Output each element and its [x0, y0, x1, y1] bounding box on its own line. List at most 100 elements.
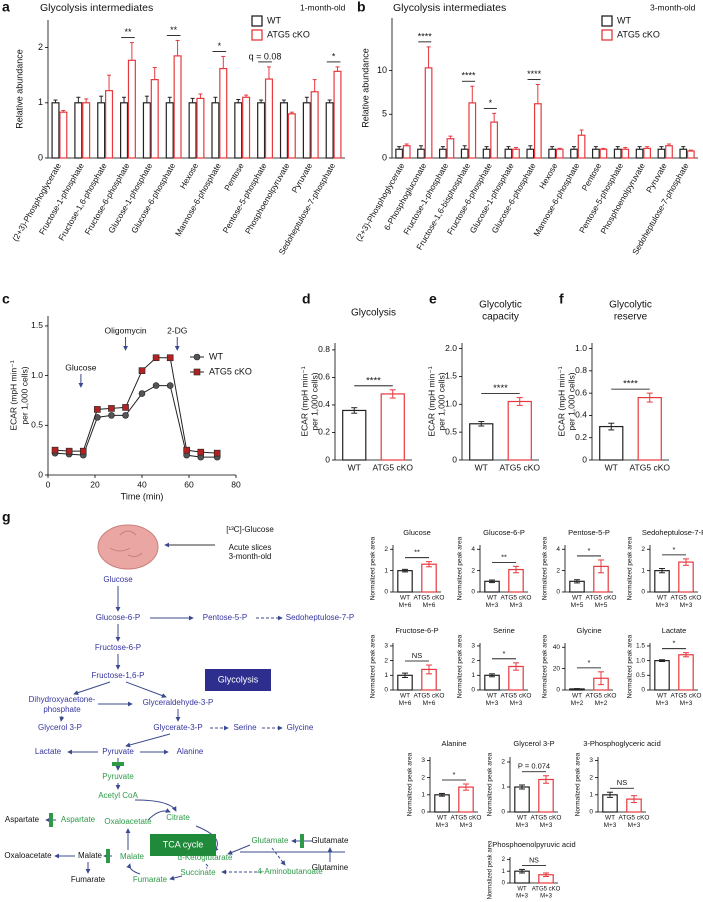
y-tick-label: 0.6 — [575, 387, 587, 397]
x-tick-sublabel: M+2 — [595, 700, 608, 707]
arrow — [59, 715, 65, 722]
x-tick-sublabel: M+2 — [571, 700, 584, 707]
bar — [397, 570, 413, 593]
chart-title: Sedoheptulose-7-P — [642, 528, 703, 537]
pathway-node: Acute slices — [229, 543, 272, 552]
bar — [395, 148, 404, 159]
y-tick-label: 1.0 — [575, 343, 587, 353]
x-tick-label: WT — [400, 693, 410, 700]
y-axis-label: Normalized peak area — [370, 536, 377, 600]
x-tick-label: WT — [400, 595, 410, 602]
y-tick-label: 0.5 — [636, 672, 645, 679]
x-tick-label: ATG5 cKO — [586, 693, 617, 700]
bar — [458, 786, 474, 813]
arrow — [271, 847, 286, 866]
panel-letter: b — [357, 0, 366, 15]
bar — [635, 148, 644, 159]
y-tick-label: 1 — [501, 784, 505, 791]
y-tick-label: 2 — [641, 546, 645, 553]
significance-label: * — [503, 649, 506, 658]
y-tick-label: 0 — [501, 809, 505, 816]
y-tick-label: 0.5 — [31, 420, 43, 430]
panel-letter: c — [2, 291, 10, 307]
bar — [657, 148, 666, 159]
bar — [97, 102, 106, 159]
y-axis-label: per 1,000 cells) — [436, 372, 446, 430]
chart-title: Glycolytic — [609, 300, 652, 311]
bar — [678, 561, 694, 593]
bar — [678, 654, 694, 691]
legend-swatch — [601, 15, 613, 27]
pathway-node: Glycine — [287, 723, 314, 732]
arrow — [147, 808, 171, 821]
x-tick-label: WT — [605, 462, 618, 472]
y-tick-label: 1 — [38, 97, 43, 107]
significance-label: ** — [501, 552, 507, 561]
x-tick-label: 60 — [184, 479, 194, 489]
x-tick-label: Pyruvate — [289, 161, 314, 195]
legend-title: 3-month-old — [650, 2, 696, 12]
significance-label: NS — [617, 778, 627, 787]
significance-label: **** — [366, 375, 381, 386]
brain-fold — [109, 530, 143, 558]
x-tick-label: Hexose — [177, 161, 200, 191]
y-tick-label: 2 — [502, 857, 506, 863]
y-axis-label: Normalized peak area — [457, 536, 464, 600]
x-tick-label: ATG5 cKO — [501, 693, 532, 700]
y-axis-label: Normalized peak area — [575, 752, 582, 816]
y-tick-label: 0.8 — [575, 365, 587, 375]
bar — [333, 70, 342, 159]
significance-label: NS — [529, 857, 539, 864]
x-tick-label: Mannose-6-phosphate — [531, 161, 581, 238]
pathway-box — [205, 669, 271, 691]
y-tick-label: 1.5 — [31, 320, 43, 330]
panel-letter: g — [2, 509, 11, 525]
legend-label: ATG5 cKO — [209, 366, 252, 376]
y-tick-label: 3 — [589, 757, 593, 764]
legend-marker — [193, 368, 201, 376]
y-axis-label: Normalized peak area — [542, 634, 549, 698]
annotation: Oligomycin — [105, 325, 147, 335]
y-axis-label: Normalized peak area — [542, 536, 549, 600]
y-axis-label: per 1,000 cells) — [19, 366, 29, 424]
bar — [665, 145, 673, 159]
pathway-node: 3-month-old — [229, 552, 272, 561]
bar — [257, 102, 266, 159]
significance-label: NS — [412, 651, 422, 660]
x-tick-sublabel: M+3 — [540, 894, 553, 900]
pathway-node: Dihydroxyacetone- — [29, 695, 96, 704]
marker — [197, 448, 205, 456]
pathway-node: Oxaloacetate — [104, 817, 152, 826]
chart-title: Serine — [493, 626, 515, 635]
x-tick-label: ATG5 cKO — [671, 595, 702, 602]
bar — [621, 148, 630, 159]
y-tick-label: 0 — [325, 454, 330, 464]
y-tick-label: 0 — [582, 454, 587, 464]
x-tick-sublabel: M+3 — [628, 822, 641, 829]
y-tick-label: 0 — [384, 589, 388, 596]
pathway-box-label: Glycolysis — [218, 674, 259, 684]
x-tick-label: WT — [657, 693, 667, 700]
x-tick-sublabel: M+6 — [399, 602, 412, 609]
x-tick-label: ATG5 cKO — [630, 462, 671, 472]
arrow — [205, 863, 209, 869]
pathway-box — [150, 834, 216, 856]
legend-swatch — [251, 29, 263, 41]
y-axis-label: Normalized peak area — [407, 752, 414, 816]
bar — [613, 148, 622, 159]
y-tick-label: 4 — [471, 546, 475, 553]
chart-title: Fructose-6-P — [395, 626, 438, 635]
pathway-node: Glutamine — [312, 863, 349, 872]
y-axis-label: Normalized peak area — [457, 634, 464, 698]
significance-label: **** — [527, 69, 542, 79]
y-axis-label: Normalized peak area — [627, 634, 634, 698]
significance-label: * — [453, 770, 456, 779]
bar — [446, 138, 455, 159]
arrow — [169, 875, 183, 881]
pathway-node: Acetyl CoA — [98, 791, 138, 800]
y-axis-label: ECAR (mpH min⁻¹ — [556, 366, 566, 436]
chart-title: Glucose — [403, 528, 431, 537]
chart-title: Glycine — [576, 626, 601, 635]
pathway-node: Fructose-6-P — [95, 643, 141, 652]
y-tick-label: 0 — [589, 809, 593, 816]
